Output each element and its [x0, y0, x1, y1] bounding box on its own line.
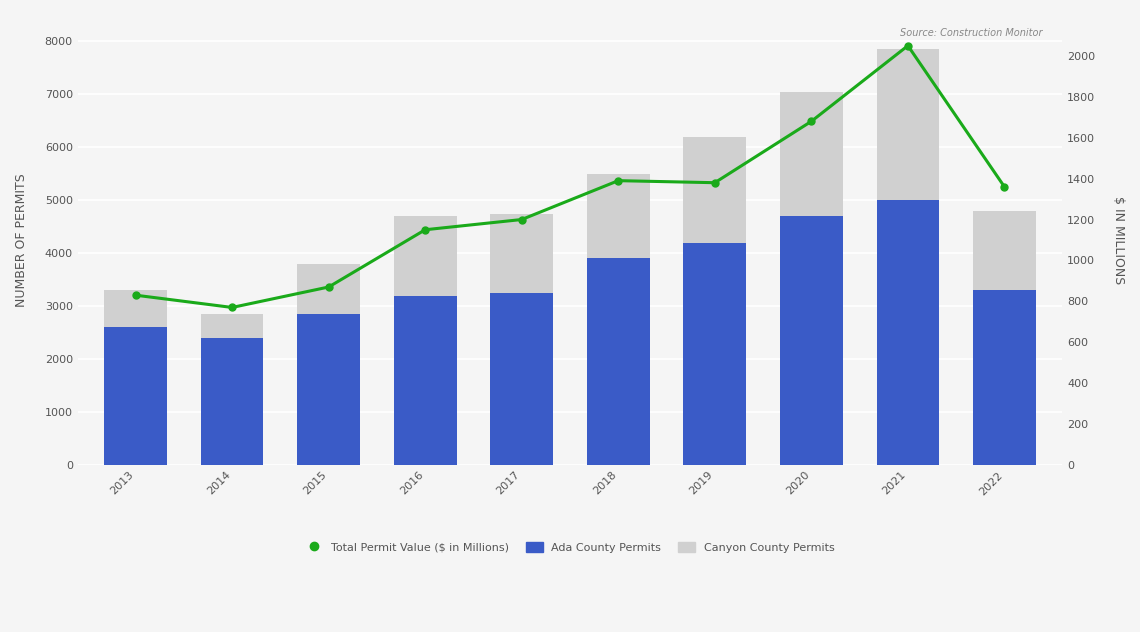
- Bar: [298, 264, 360, 465]
- Y-axis label: NUMBER OF PERMITS: NUMBER OF PERMITS: [15, 173, 28, 307]
- Text: Source: Construction Monitor: Source: Construction Monitor: [901, 28, 1043, 39]
- Line: Total Permit Value ($ in Millions): Total Permit Value ($ in Millions): [132, 42, 1008, 311]
- Total Permit Value ($ in Millions): [611, 177, 625, 185]
- Bar: [104, 290, 166, 465]
- Bar: [780, 216, 842, 465]
- Bar: [490, 293, 553, 465]
- Total Permit Value ($ in Millions): [998, 183, 1011, 191]
- Total Permit Value ($ in Millions): [901, 42, 914, 49]
- Y-axis label: $ IN MILLIONS: $ IN MILLIONS: [1112, 196, 1125, 284]
- Total Permit Value ($ in Millions): [226, 303, 239, 311]
- Bar: [684, 243, 747, 465]
- Bar: [201, 338, 263, 465]
- Total Permit Value ($ in Millions): [708, 179, 722, 186]
- Total Permit Value ($ in Millions): [418, 226, 432, 234]
- Bar: [877, 200, 939, 465]
- Bar: [974, 211, 1036, 465]
- Total Permit Value ($ in Millions): [129, 291, 142, 299]
- Bar: [490, 214, 553, 465]
- Bar: [587, 258, 650, 465]
- Bar: [877, 49, 939, 465]
- Total Permit Value ($ in Millions): [805, 118, 819, 125]
- Total Permit Value ($ in Millions): [515, 216, 529, 223]
- Legend: Total Permit Value ($ in Millions), Ada County Permits, Canyon County Permits: Total Permit Value ($ in Millions), Ada …: [300, 537, 840, 558]
- Bar: [974, 290, 1036, 465]
- Bar: [684, 137, 747, 465]
- Bar: [104, 327, 166, 465]
- Bar: [298, 314, 360, 465]
- Bar: [201, 314, 263, 465]
- Bar: [393, 216, 456, 465]
- Bar: [587, 174, 650, 465]
- Total Permit Value ($ in Millions): [321, 283, 335, 291]
- Bar: [780, 92, 842, 465]
- Bar: [393, 296, 456, 465]
